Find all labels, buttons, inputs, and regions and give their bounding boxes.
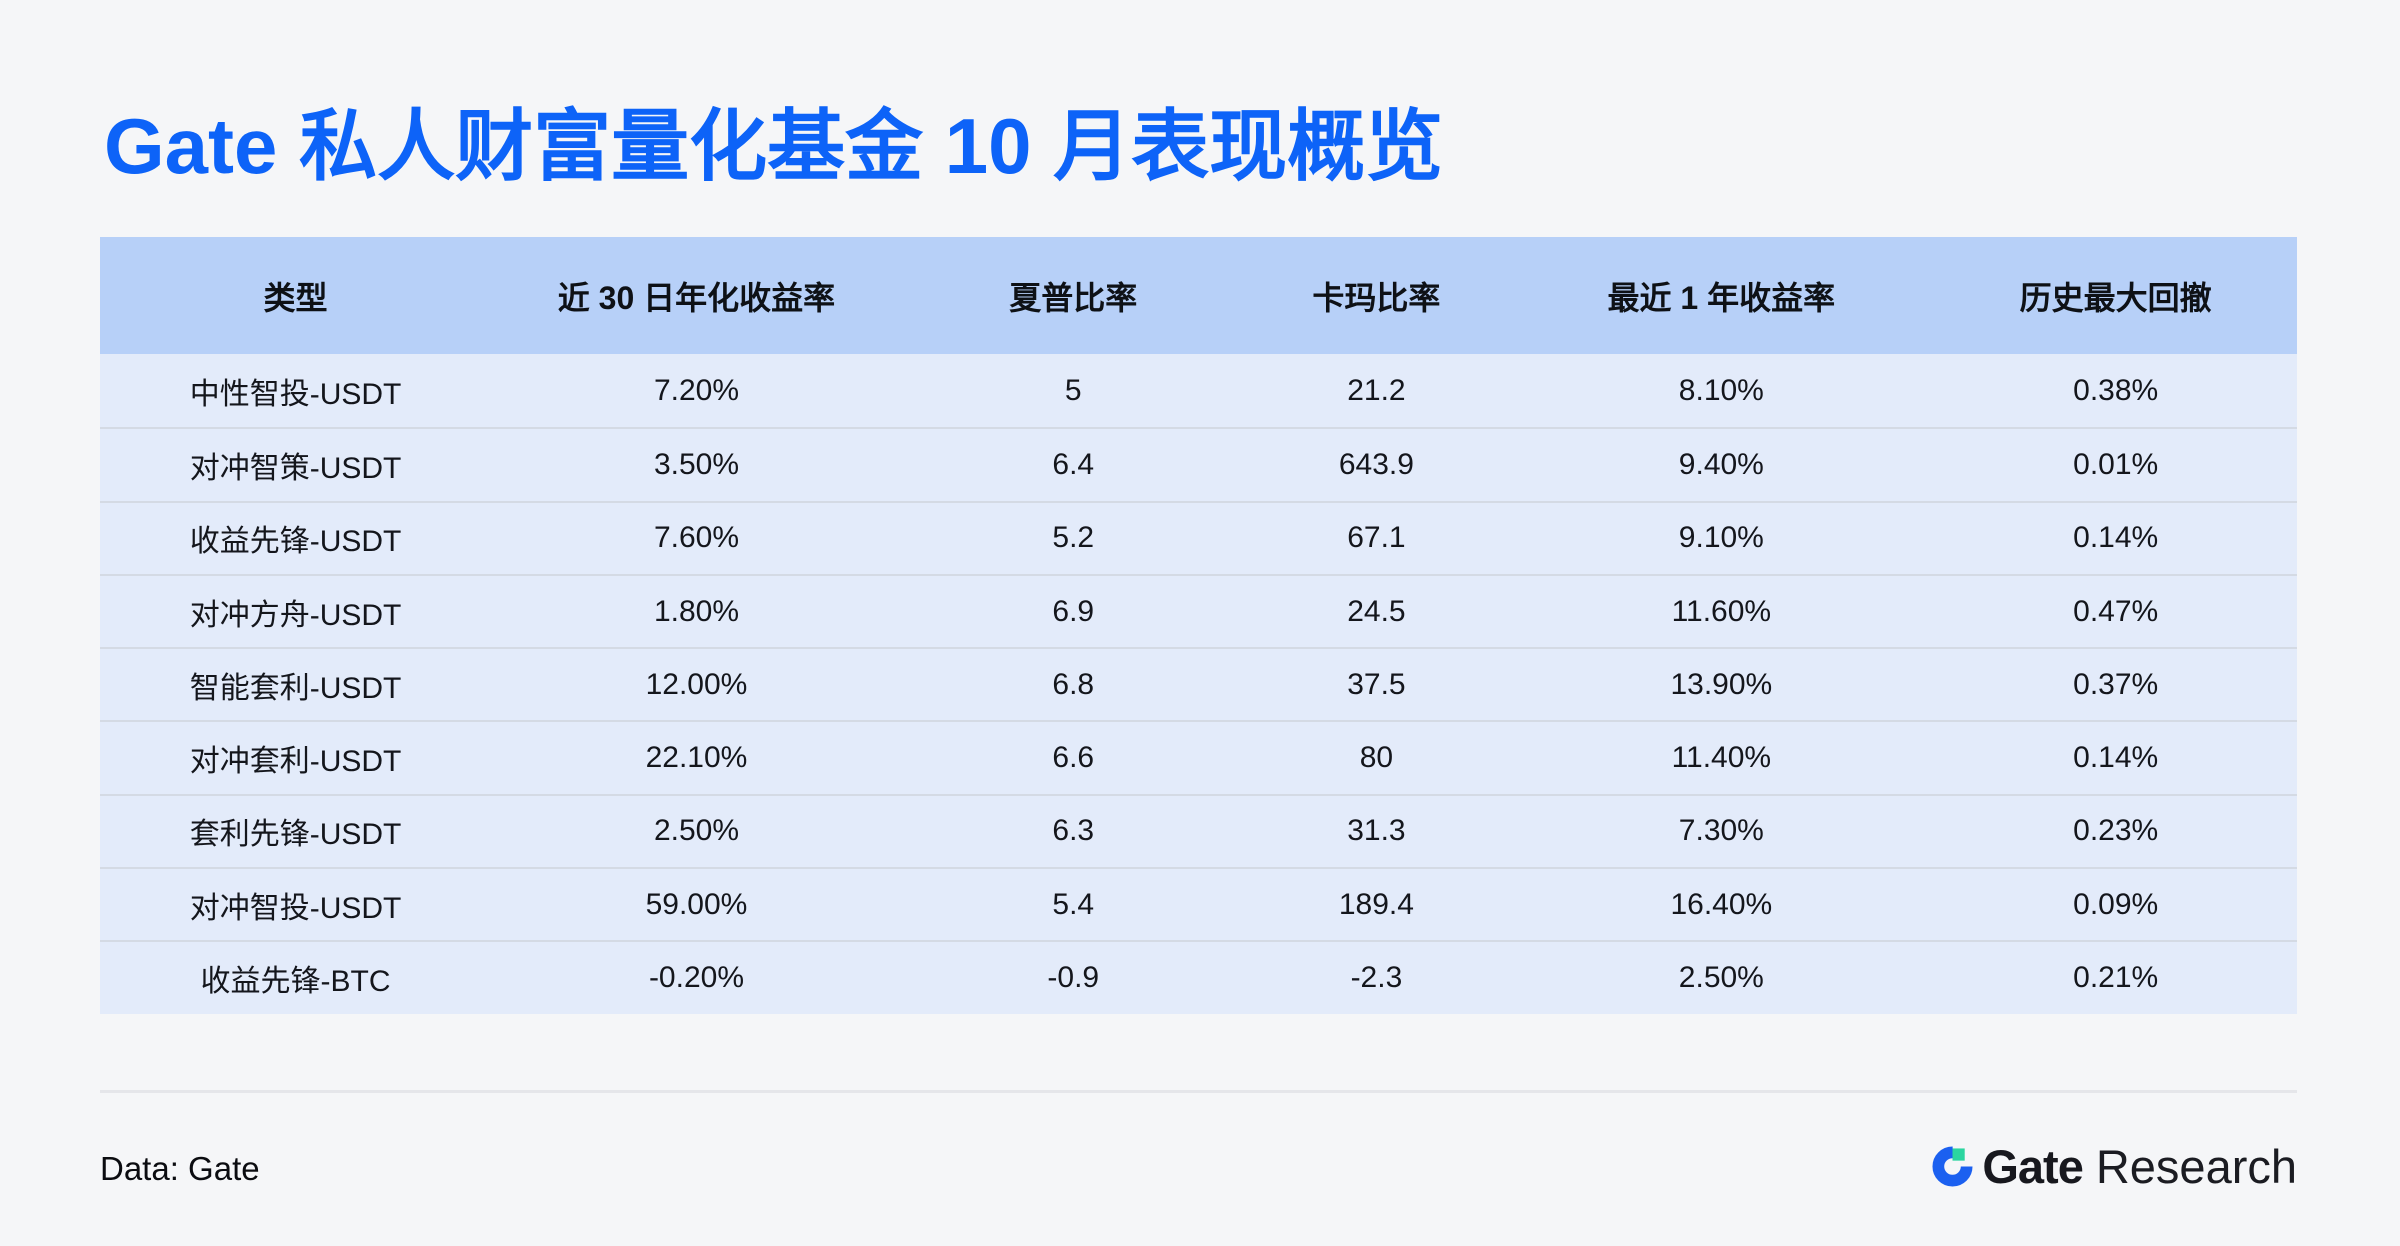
data-source-label: Data: Gate bbox=[100, 1150, 260, 1187]
column-header: 近 30 日年化收益率 bbox=[557, 279, 836, 316]
table-row: 收益先锋-USDT 7.60% 5.2 67.1 9.10% 0.14% bbox=[100, 500, 2297, 574]
value-cell: 31.3 bbox=[1347, 814, 1406, 848]
fund-name-cell: 中性智投-USDT bbox=[189, 377, 402, 411]
value-cell: 3.50% bbox=[653, 447, 740, 481]
gate-research-logo: Gate Research bbox=[1932, 1140, 2297, 1193]
value-cell: -2.3 bbox=[1350, 961, 1403, 995]
value-cell: 67.1 bbox=[1347, 521, 1406, 555]
value-cell: 37.5 bbox=[1347, 667, 1406, 701]
value-cell: 5 bbox=[1064, 373, 1082, 407]
value-cell: 1.80% bbox=[653, 594, 740, 628]
value-cell: 16.40% bbox=[1670, 887, 1773, 921]
column-header: 历史最大回撤 bbox=[2019, 279, 2212, 316]
fund-name-cell: 对冲方舟-USDT bbox=[189, 598, 402, 632]
logo-suffix-text: Research bbox=[2095, 1139, 2297, 1193]
value-cell: 0.23% bbox=[2073, 814, 2159, 848]
fund-name-cell: 对冲智投-USDT bbox=[189, 891, 402, 925]
value-cell: 5.4 bbox=[1052, 887, 1095, 921]
value-cell: 11.60% bbox=[1671, 594, 1772, 628]
value-cell: 643.9 bbox=[1338, 447, 1414, 481]
value-cell: 13.90% bbox=[1670, 667, 1773, 701]
column-header: 卡玛比率 bbox=[1312, 279, 1441, 316]
value-cell: 21.2 bbox=[1347, 373, 1406, 407]
fund-name-cell: 对冲智策-USDT bbox=[189, 451, 402, 485]
column-header: 最近 1 年收益率 bbox=[1607, 279, 1836, 316]
value-cell: 0.14% bbox=[2073, 741, 2159, 775]
value-cell: 6.3 bbox=[1052, 814, 1095, 848]
value-cell: 0.01% bbox=[2073, 447, 2159, 481]
table-row: 收益先锋-BTC -0.20% -0.9 -2.3 2.50% 0.21% bbox=[100, 940, 2297, 1014]
value-cell: 0.14% bbox=[2073, 521, 2159, 555]
value-cell: 7.60% bbox=[653, 521, 740, 555]
value-cell: 7.30% bbox=[1678, 814, 1764, 848]
fund-name-cell: 收益先锋-USDT bbox=[189, 525, 402, 559]
value-cell: 189.4 bbox=[1338, 887, 1414, 921]
table-header-row: 类型 近 30 日年化收益率 夏普比率 卡玛比率 最近 1 年收益率 历史最大回撤 bbox=[100, 237, 2297, 354]
column-header: 类型 bbox=[263, 279, 328, 316]
table-row: 对冲套利-USDT 22.10% 6.6 80 11.40% 0.14% bbox=[100, 720, 2297, 794]
value-cell: 6.8 bbox=[1052, 667, 1095, 701]
table-row: 对冲智策-USDT 3.50% 6.4 643.9 9.40% 0.01% bbox=[100, 427, 2297, 501]
value-cell: 0.21% bbox=[2073, 961, 2159, 995]
value-cell: 0.47% bbox=[2073, 594, 2159, 628]
value-cell: 7.20% bbox=[653, 373, 740, 407]
page-title: Gate 私人财富量化基金 10 月表现概览 bbox=[104, 102, 1444, 190]
value-cell: 0.38% bbox=[2073, 373, 2159, 407]
value-cell: 2.50% bbox=[653, 814, 740, 848]
table-row: 中性智投-USDT 7.20% 5 21.2 8.10% 0.38% bbox=[100, 354, 2297, 428]
table-row: 对冲方舟-USDT 1.80% 6.9 24.5 11.60% 0.47% bbox=[100, 573, 2297, 648]
value-cell: 8.10% bbox=[1678, 373, 1764, 407]
fund-name-cell: 智能套利-USDT bbox=[189, 671, 402, 705]
fund-name-cell: 对冲套利-USDT bbox=[189, 745, 402, 779]
value-cell: 24.5 bbox=[1347, 594, 1406, 628]
value-cell: -0.9 bbox=[1047, 961, 1100, 995]
table-row: 套利先锋-USDT 2.50% 6.3 31.3 7.30% 0.23% bbox=[100, 793, 2297, 868]
table-row: 对冲智投-USDT 59.00% 5.4 189.4 16.40% 0.09% bbox=[100, 867, 2297, 941]
value-cell: 11.40% bbox=[1671, 741, 1772, 775]
value-cell: 6.9 bbox=[1052, 594, 1095, 628]
table-row: 智能套利-USDT 12.00% 6.8 37.5 13.90% 0.37% bbox=[100, 647, 2297, 721]
value-cell: 22.10% bbox=[645, 741, 748, 775]
value-cell: 5.2 bbox=[1052, 521, 1095, 555]
value-cell: -0.20% bbox=[648, 961, 744, 995]
table-body: 中性智投-USDT 7.20% 5 21.2 8.10% 0.38% 对冲智策-USDT 3.… bbox=[100, 354, 2297, 1014]
value-cell: 12.00% bbox=[645, 667, 748, 701]
value-cell: 6.6 bbox=[1052, 741, 1095, 775]
fund-performance-table: 类型 近 30 日年化收益率 夏普比率 卡玛比率 最近 1 年收益率 历史最大回撤 中性智… bbox=[100, 237, 2297, 1014]
value-cell: 9.10% bbox=[1678, 521, 1764, 555]
value-cell: 9.40% bbox=[1678, 447, 1764, 481]
fund-name-cell: 套利先锋-USDT bbox=[189, 818, 402, 852]
fund-name-cell: 收益先锋-BTC bbox=[200, 965, 391, 999]
footer-divider bbox=[100, 1090, 2297, 1093]
value-cell: 0.37% bbox=[2073, 667, 2159, 701]
value-cell: 0.09% bbox=[2073, 887, 2159, 921]
logo-brand-text: Gate bbox=[1982, 1139, 2083, 1193]
value-cell: 80 bbox=[1359, 741, 1394, 775]
value-cell: 2.50% bbox=[1678, 961, 1764, 995]
value-cell: 6.4 bbox=[1052, 447, 1095, 481]
value-cell: 59.00% bbox=[645, 887, 748, 921]
gate-logo-icon bbox=[1932, 1145, 1973, 1187]
column-header: 夏普比率 bbox=[1009, 279, 1138, 316]
